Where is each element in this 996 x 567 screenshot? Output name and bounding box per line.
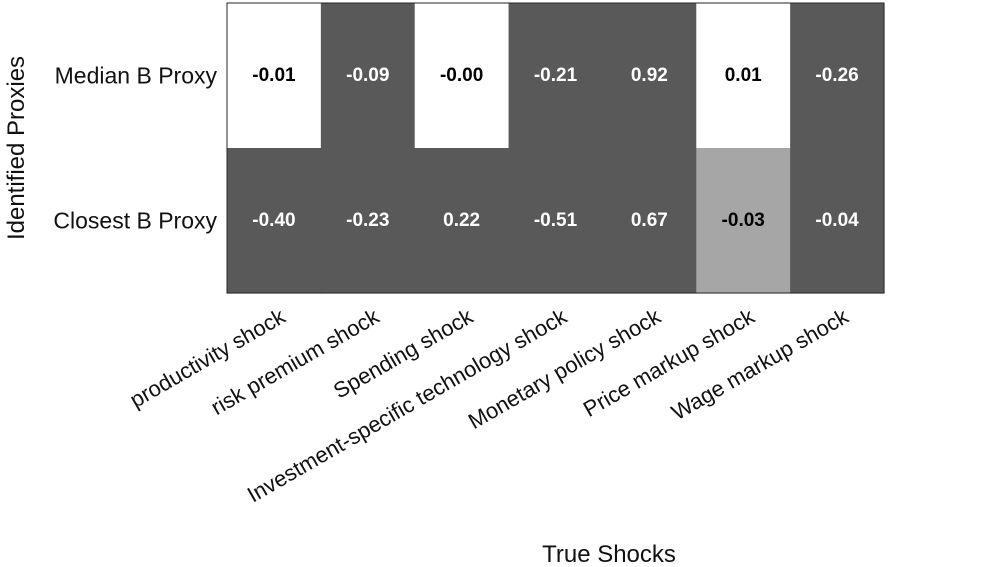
heatmap-cell-r0-c0: [227, 3, 322, 149]
column-tick-risk-premium-shock: risk premium shock: [207, 303, 384, 420]
x-axis-label: True Shocks: [542, 541, 676, 567]
heatmap-value-label: -0.04: [815, 210, 859, 231]
heatmap-cell-r1-c5: [696, 148, 791, 294]
row-tick-closest-b-proxy: Closest B Proxy: [53, 208, 217, 234]
heatmap-value-label: -0.26: [815, 65, 858, 86]
heatmap-cell-r1-c0: [227, 148, 322, 294]
heatmap-value-label: 0.92: [631, 65, 668, 86]
heatmap-cell-r1-c3: [508, 148, 604, 294]
heatmap-value-label: -0.00: [440, 65, 483, 86]
heatmap-value-label: -0.09: [346, 65, 389, 86]
heatmap-cell-r1-c6: [790, 148, 885, 294]
heatmap-value-label: -0.03: [722, 210, 765, 231]
plot-frame: [226, 2, 885, 294]
heatmap-cell-r0-c3: [508, 3, 604, 149]
heatmap-cell-r1-c1: [320, 148, 416, 294]
heatmap-cell-r1-c2: [414, 148, 510, 294]
heatmap-cell-r0-c4: [602, 3, 697, 149]
row-tick-median-b-proxy: Median B Proxy: [55, 63, 218, 89]
heatmap-cell-r0-c2: [414, 3, 510, 149]
heatmap-cells: -0.01 -0.09 -0.00 -0.21 0.92 0.01 -0.26 -0.40 -0…: [227, 3, 885, 294]
heatmap-value-label: 0.01: [725, 65, 762, 86]
heatmap-cell-r0-c1: [320, 3, 416, 149]
heatmap-cell-r0-c5: [696, 3, 791, 149]
y-axis-label: Identified Proxies: [3, 56, 30, 240]
column-tick-productivity-shock: productivity shock: [125, 303, 290, 413]
heatmap-cell-r1-c4: [602, 148, 697, 294]
heatmap-value-label: 0.22: [443, 210, 480, 231]
column-tick-wage-markup-shock: Wage markup shock: [667, 303, 853, 425]
heatmap-value-label: -0.21: [534, 65, 578, 86]
heatmap-value-label: 0.67: [631, 210, 668, 231]
heatmap-value-label: -0.23: [346, 210, 389, 231]
heatmap-value-label: -0.51: [534, 210, 578, 231]
heatmap-value-label: -0.01: [252, 65, 296, 86]
row-tick-labels: Median B Proxy Closest B Proxy: [53, 63, 217, 234]
heatmap-cell-r0-c6: [790, 3, 885, 149]
heatmap-value-label: -0.40: [252, 210, 295, 231]
